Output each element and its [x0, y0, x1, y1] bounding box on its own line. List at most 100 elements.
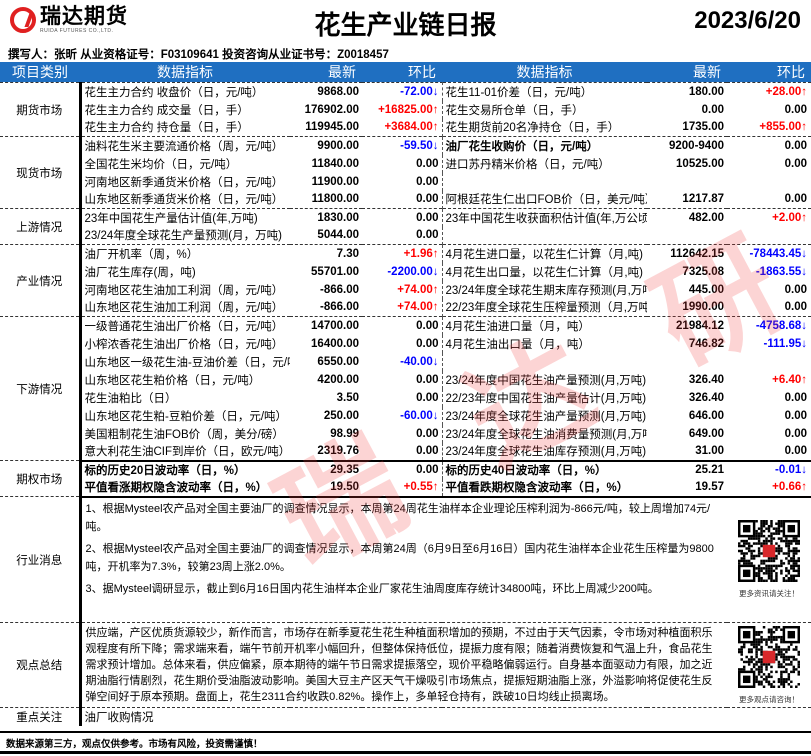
change-value: -4758.68↓ [727, 316, 811, 335]
latest-value: 6550.00 [317, 355, 359, 368]
change-value: +2.00↑ [727, 208, 811, 227]
change-value: 0.00 [784, 301, 807, 314]
indicator-name: 4月花生进口量，以花生仁计算（月,吨) [442, 244, 647, 263]
category-label: 期权市场 [0, 460, 82, 497]
divider [0, 751, 811, 754]
change-value: +74.00↑ [362, 280, 443, 299]
latest-value: 19.57 [647, 478, 727, 498]
category-label: 下游情况 [0, 316, 82, 461]
change-value: 0.00 [362, 316, 443, 335]
latest-value: 1735.00 [682, 121, 724, 134]
category-label: 上游情况 [0, 208, 82, 245]
latest-value: 180.00 [647, 82, 727, 101]
latest-value: 1830.00 [290, 208, 362, 227]
change-value: -111.95↓ [763, 337, 807, 350]
table-row: 产业情况 油厂开机率（周，%） 7.30 +1.96↑ 4月花生进口量，以花生仁计算（月… [0, 244, 811, 317]
change-value: -60.00↓ [362, 406, 443, 425]
latest-value: 25.21 [647, 459, 727, 479]
latest-value: 7325.08 [682, 265, 724, 278]
latest-value: 11900.00 [311, 175, 359, 188]
category-label: 观点总结 [0, 622, 82, 708]
indicator-name: 23年中国花生收获面积估计值(年,万公顷) [442, 208, 647, 227]
latest-value: 14700.00 [290, 316, 362, 335]
latest-value: 9900.00 [290, 136, 362, 155]
indicator-name: 标的历史40日波动率（日，%） [442, 459, 647, 479]
latest-value: 98.99 [330, 427, 359, 440]
indicator-name [442, 173, 647, 191]
change-value: 0.00 [362, 442, 443, 461]
indicator-name: 山东地区花生粕-豆粕价差（日，元/吨） [84, 410, 288, 423]
indicator-name [442, 227, 647, 245]
latest-value: 9868.00 [290, 82, 362, 101]
change-value: +6.40↑ [772, 373, 807, 386]
latest-value: 5044.00 [317, 229, 359, 242]
indicator-name: 花生主力合约 成交量（日，手） [84, 104, 249, 117]
latest-value: 19.50 [290, 478, 362, 498]
indicator-name: 平值看跌期权隐含波动率（日，%） [442, 478, 647, 498]
table-row: 河南地区新季通货米价格（日，元/吨） 11900.00 0.00 [0, 172, 811, 191]
qr-caption: 更多观点请咨询！ [739, 694, 799, 704]
change-value: 0.00 [362, 424, 443, 443]
indicator-name: 22/23年度全球花生压榨量预测（月,万吨) [445, 302, 648, 315]
latest-value: 9200-9400 [647, 136, 727, 155]
table-row: 23/24年度全球花生产量预测(月，万吨) 5044.00 0.00 [0, 226, 811, 245]
qr-block: 更多观点请咨询！ [727, 622, 811, 708]
indicator-name: 河南地区花生油加工利润（周，元/吨） [84, 284, 284, 297]
table-row: 山东地区一级花生油-豆油价差（日，元/吨 6550.00 -40.00↓ [0, 352, 811, 371]
summary-text: 供应端，产区优质货源较少，新作而言，市场存在新季夏花生花生种植面积增加的预期，不… [80, 622, 727, 708]
indicator-name: 意大利花生油CIF到岸价（日，欧元/吨） [84, 446, 291, 458]
change-value: 0.00 [784, 283, 807, 296]
latest-value: -866.00 [319, 301, 359, 314]
table-row: 意大利花生油CIF到岸价（日，欧元/吨） 2319.76 0.00 23/24年度全球… [0, 442, 811, 461]
table-row: 山东地区花生粕-豆粕价差（日，元/吨） 250.00 -60.00↓ 23/24年度全… [0, 406, 811, 425]
change-value: 0.00 [362, 154, 443, 173]
latest-value: 2319.76 [317, 445, 359, 457]
report-title: 花生产业链日报 [314, 10, 497, 40]
latest-value: 4200.00 [317, 373, 359, 386]
change-value: 0.00 [784, 427, 807, 440]
table-row: 花生主力合约 持仓量（日，手） 119945.00 +3684.00↑ 花生期货前20… [0, 118, 811, 137]
latest-value: 482.00 [647, 208, 727, 227]
indicator-name: 阿根廷花生仁出口FOB价（日，美元/吨） [445, 194, 648, 207]
latest-value: 10525.00 [676, 157, 724, 170]
change-value: 0.00 [362, 370, 443, 389]
change-value: +1.96↑ [362, 244, 443, 263]
change-value: +855.00↑ [759, 121, 807, 134]
indicator-name: 小榨浓香花生油出厂价格（日，元/吨） [84, 338, 284, 351]
change-value: -2200.00↓ [362, 262, 443, 281]
change-value: 0.00 [362, 334, 443, 353]
latest-value: 31.00 [695, 445, 724, 457]
col-category: 项目类别 [0, 62, 80, 83]
indicator-name: 4月花生油进口量（月，吨） [442, 316, 647, 335]
change-value [727, 173, 811, 191]
col-change: 环比 [362, 62, 442, 83]
col-change-right: 环比 [727, 62, 811, 83]
indicator-name: 一级普通花生油出厂价格（日，元/吨） [80, 316, 290, 335]
table-row: 山东地区花生粕价格（日，元/吨） 4200.00 0.00 23/24年度中国花生油产… [0, 370, 811, 389]
category-label: 产业情况 [0, 244, 82, 317]
latest-value [647, 353, 727, 371]
company-logo: 瑞达期货 RUIDA FUTURES CO.,LTD. [10, 6, 128, 34]
disclaimer: 数据来源第三方，观点仅供参考。市场有风险，投资需谨慎！ [6, 739, 263, 750]
category-label: 期货市场 [0, 82, 82, 137]
change-value: -72.00↓ [362, 82, 443, 101]
latest-value: 7.30 [290, 244, 362, 263]
category-label: 现货市场 [0, 136, 82, 209]
news-item: 2、根据Mysteel农产品对全国主要油厂的调查情况显示，本周第24周（6月9日… [85, 542, 714, 573]
latest-value: 176902.00 [304, 103, 359, 116]
report-date: 2023/6/20 [694, 7, 801, 34]
table-row: 期权市场 标的历史20日波动率（日，%） 29.35 0.00 标的历史40日波动率（日… [0, 459, 811, 497]
logo-icon [10, 7, 36, 33]
category-label: 重点关注 [0, 707, 82, 726]
table-row: 美国粗制花生油FOB价（周，美分/磅） 98.99 0.00 23/24年度全球花生油… [0, 424, 811, 443]
indicator-name: 进口苏丹精米价格（日，元/吨） [445, 158, 610, 171]
change-value: 0.00 [362, 208, 443, 227]
latest-value: 746.82 [688, 337, 724, 350]
change-value: -40.00↓ [362, 352, 443, 371]
focus-text: 油厂收购情况 [80, 707, 811, 726]
change-value [727, 227, 811, 245]
qr-code-icon [738, 520, 800, 583]
change-value: 0.00 [784, 103, 807, 116]
latest-value [647, 173, 727, 191]
table-row: 现货市场 油料花生米主要流通价格（周，元/吨） 9900.00 -59.50↓ 油厂花生… [0, 136, 811, 209]
